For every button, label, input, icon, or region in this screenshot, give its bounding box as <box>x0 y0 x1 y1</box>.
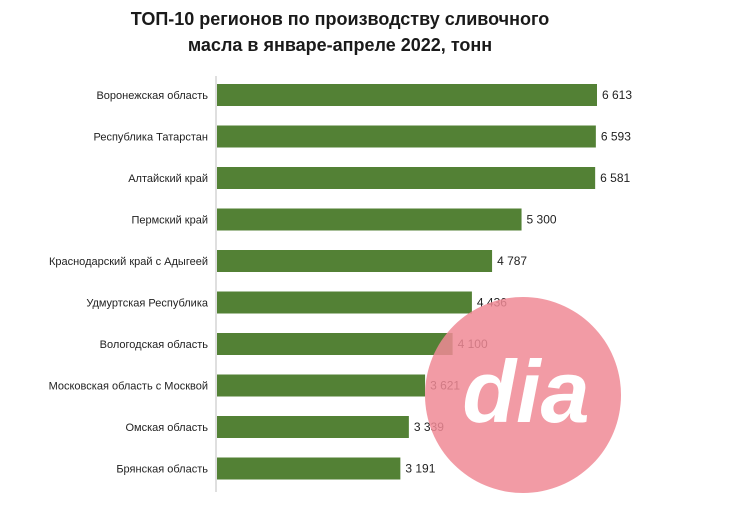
value-label: 5 300 <box>527 213 557 227</box>
chart-title-line-1: ТОП-10 регионов по производству сливочно… <box>130 9 550 29</box>
category-label: Вологодская область <box>100 339 209 351</box>
category-label: Удмуртская Республика <box>86 298 209 310</box>
bar <box>217 291 472 314</box>
watermark-text: dia <box>462 342 589 441</box>
chart-title-line-2: масла в январе-апреле 2022, тонн <box>187 35 493 55</box>
category-label: Воронежская область <box>96 90 208 102</box>
watermark-circle <box>425 297 621 493</box>
category-label: Алтайский край <box>128 173 208 185</box>
chart-title: ТОП-10 регионов по производству сливочно… <box>0 6 680 58</box>
category-label: Московская область с Москвой <box>49 381 208 393</box>
bar <box>217 250 493 272</box>
category-label: Краснодарский край с Адыгеей <box>49 256 208 268</box>
dia-watermark-logo: dia <box>418 290 628 500</box>
value-label: 6 593 <box>601 130 631 144</box>
category-label: Республика Татарстан <box>93 132 208 144</box>
category-label: Омская область <box>125 422 208 434</box>
bar <box>217 167 596 189</box>
category-label: Пермский край <box>131 215 208 227</box>
bar <box>217 333 453 355</box>
bar <box>217 84 597 106</box>
value-label: 6 581 <box>600 171 630 185</box>
value-label: 3 191 <box>405 462 435 476</box>
bars-layer: Воронежская область 6 613 Республика Татар… <box>49 84 632 480</box>
bar <box>217 374 426 397</box>
value-label: 6 613 <box>602 88 632 102</box>
bar <box>217 208 522 231</box>
category-label: Брянская область <box>116 464 208 476</box>
bar <box>217 457 401 480</box>
bar <box>217 416 409 438</box>
value-label: 4 787 <box>497 254 527 268</box>
bar <box>217 125 596 148</box>
